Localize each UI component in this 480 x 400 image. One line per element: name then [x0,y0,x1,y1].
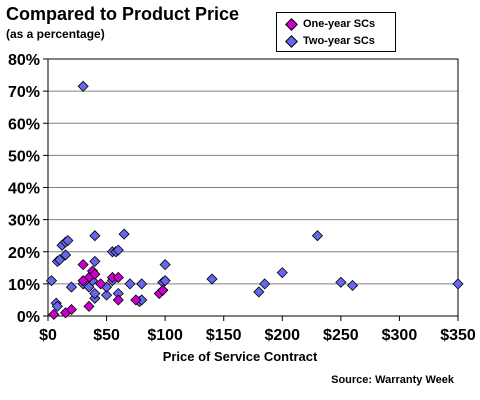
two-year-point [89,255,101,267]
one-year-point [95,278,107,290]
two-year-point [54,254,66,266]
two-year-point [101,289,113,301]
x-tick-label: $300 [382,327,418,344]
two-year-point [159,275,171,287]
two-year-point [159,259,171,271]
legend-item-two-year: Two-year SCs [285,33,375,49]
y-axis-ticks: 0% 10% 20% 30% 40% 50% 60% 70% 80% [8,52,48,326]
one-year-point [77,275,89,287]
two-year-point [89,287,101,300]
one-year-point [112,294,124,306]
x-tick-label: $350 [440,327,476,344]
x-tick-label: $150 [206,327,242,344]
two-year-point [89,230,101,242]
x-tick-label: $200 [264,327,300,344]
y-tick-label: 80% [8,52,40,69]
data-points [45,80,464,320]
x-tick-label: $0 [39,327,57,344]
y-tick-label: 40% [8,181,40,198]
y-tick-label: 10% [8,277,40,294]
gridlines [48,59,458,316]
diamond-marker-icon [285,34,298,48]
two-year-point [452,278,464,290]
two-year-point [77,80,89,92]
two-year-point [124,278,136,290]
two-year-point [206,273,218,285]
two-year-point [65,281,77,293]
one-year-point [157,284,169,296]
legend-label-one-year: One-year SCs [303,18,376,30]
x-axis-label: Price of Service Contract [162,349,318,364]
x-tick-label: $100 [147,327,183,344]
one-year-point [83,300,95,312]
chart-title: Compared to Product Price [6,4,240,24]
diamond-marker-icon [285,17,298,31]
one-year-point [112,271,124,284]
two-year-point [276,267,288,279]
two-year-point [112,244,124,256]
y-tick-label: 30% [8,213,40,230]
y-tick-label: 60% [8,116,40,133]
x-axis-ticks: $0 $50 $100 $150 $200 $250 $300 $350 [39,316,476,344]
two-year-point [60,249,72,261]
two-year-point [259,278,271,290]
two-year-point [118,228,130,240]
chart-subtitle: (as a percentage) [6,27,105,41]
x-tick-label: $50 [93,327,120,344]
legend: One-year SCs Two-year SCs [276,12,396,52]
y-tick-label: 20% [8,245,40,262]
legend-item-one-year: One-year SCs [285,16,375,32]
two-year-point [347,279,359,292]
x-tick-label: $250 [323,327,359,344]
two-year-point [45,275,58,287]
y-tick-label: 0% [17,309,40,326]
y-tick-label: 70% [8,84,40,101]
two-year-point [311,230,323,242]
one-year-point [130,294,142,306]
one-year-point [65,304,77,316]
two-year-point [253,286,265,298]
two-year-point [335,276,347,288]
one-year-point [89,268,101,280]
two-year-point [51,300,63,312]
two-year-point [62,234,74,247]
two-year-point [136,278,148,290]
legend-label-two-year: Two-year SCs [303,35,375,47]
y-tick-label: 50% [8,148,40,165]
one-year-point [48,308,60,320]
source-note: Source: Warranty Week [331,374,454,386]
one-year-point [77,259,89,271]
